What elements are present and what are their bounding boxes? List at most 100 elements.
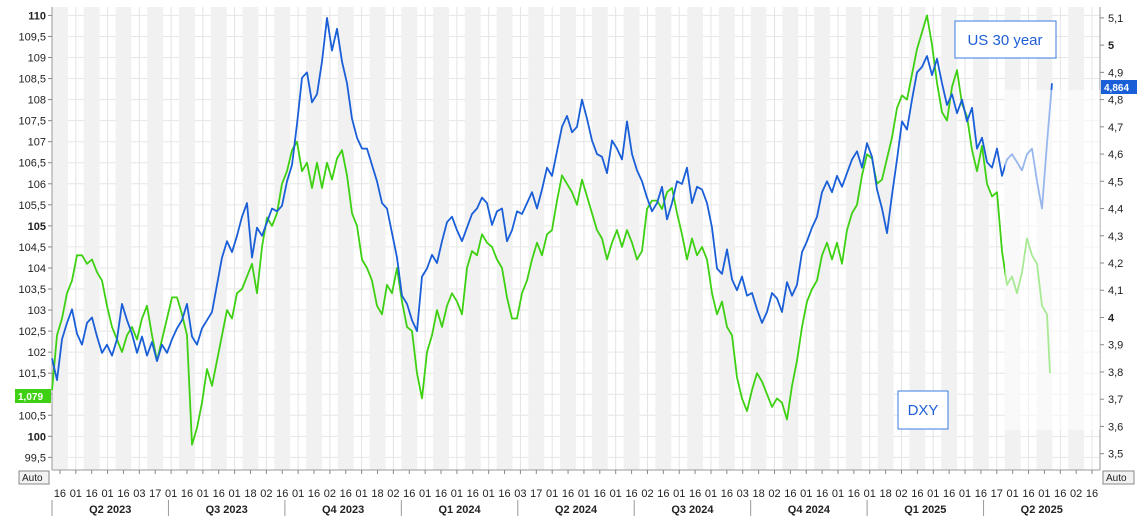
x-tick-label: 01 (927, 488, 939, 500)
x-tick-label: 17 (991, 488, 1003, 500)
right-tick-label: 4,7 (1108, 122, 1123, 134)
legend-dxy-label: DXY (908, 402, 939, 419)
x-tick-label: 01 (1038, 488, 1050, 500)
x-tick-label: 16 (54, 488, 66, 500)
month-band (750, 7, 767, 470)
month-band (718, 7, 735, 470)
month-band (401, 7, 418, 470)
right-tick-label: 4,8 (1108, 95, 1123, 107)
month-band (464, 7, 481, 470)
x-tick-label: 02 (641, 488, 653, 500)
left-tick-label: 100,5 (18, 410, 46, 422)
month-band (306, 7, 322, 470)
x-tick-label: 01 (70, 488, 82, 500)
month-band (655, 7, 672, 470)
right-tick-label: 4,9 (1108, 67, 1123, 79)
left-tick-label: 102 (28, 347, 46, 359)
x-tick-label: 01 (578, 488, 590, 500)
right-tick-label: 3,5 (1108, 449, 1123, 461)
right-auto-label: Auto (1106, 473, 1127, 484)
month-band (623, 7, 640, 470)
legend-us30-frame (954, 20, 1057, 59)
month-band (337, 7, 354, 470)
x-tick-label: 01 (705, 488, 717, 500)
month-band (115, 7, 132, 470)
month-band (591, 7, 608, 470)
left-tick-label: 109 (28, 53, 46, 65)
left-tick-label: 106,5 (18, 158, 46, 170)
left-auto-frame (18, 470, 50, 485)
quarter-label: Q2 2024 (555, 504, 598, 516)
x-tick-label: 01 (419, 488, 431, 500)
x-tick-label: 02 (324, 488, 336, 500)
x-tick-label: 16 (657, 488, 669, 500)
month-band (179, 7, 195, 470)
month-band (83, 7, 100, 470)
us30-last-value-bg (1101, 80, 1137, 94)
x-tick-label: 01 (546, 488, 558, 500)
left-tick-label: 108 (28, 95, 46, 107)
x-tick-label: 16 (689, 488, 701, 500)
month-band (369, 7, 386, 470)
left-tick-label: 100 (28, 431, 46, 443)
x-tick-label: 01 (228, 488, 240, 500)
x-tick-label: 16 (1022, 488, 1034, 500)
right-tick-label: 4,4 (1108, 204, 1123, 216)
month-band (560, 7, 576, 470)
x-tick-label: 16 (1086, 488, 1098, 500)
x-tick-label: 16 (594, 488, 606, 500)
month-band (528, 7, 545, 470)
x-tick-label: 01 (292, 488, 304, 500)
quarter-label: Q2 2025 (1021, 504, 1063, 516)
right-auto-box[interactable]: Auto (1102, 470, 1135, 485)
x-axis-ticks: 16 01 16 01 16 03 17 01 16 01 16 01 18 02 16 01 16 02 16 01… (54, 470, 1098, 500)
left-tick-label: 103 (28, 305, 46, 317)
left-tick-label: 104,5 (18, 242, 46, 254)
left-tick-label: 109,5 (18, 31, 46, 43)
left-tick-label: 110 (28, 10, 46, 22)
quarter-label: Q2 2023 (89, 504, 131, 516)
right-tick-label: 5 (1108, 40, 1114, 52)
left-auto-box[interactable]: Auto (18, 470, 50, 485)
right-tick-label: 3,7 (1108, 394, 1123, 406)
month-band (433, 7, 449, 470)
quarter-label: Q3 2023 (206, 504, 248, 516)
x-tick-label: 16 (943, 488, 955, 500)
left-tick-label: 104 (28, 263, 46, 275)
x-tick-label: 16 (848, 488, 860, 500)
x-tick-label: 16 (911, 488, 923, 500)
dxy-last-value: 1,079 (18, 392, 43, 403)
x-tick-label: 16 (403, 488, 415, 500)
month-band (782, 7, 799, 470)
x-tick-label: 01 (165, 488, 177, 500)
month-band (210, 7, 227, 470)
x-tick-label: 01 (483, 488, 495, 500)
month-band (877, 7, 894, 470)
left-tick-label: 108,5 (18, 74, 46, 86)
x-tick-label: 16 (213, 488, 225, 500)
us30-last-value: 4,864 (1104, 83, 1129, 94)
right-tick-label: 4,2 (1108, 258, 1123, 270)
x-tick-label: 03 (514, 488, 526, 500)
x-tick-label: 01 (832, 488, 844, 500)
left-tick-label: 106 (28, 179, 46, 191)
legend-box-dxy: DXY (897, 390, 949, 430)
x-tick-label: 16 (625, 488, 637, 500)
left-axis-ticks: 110 109,5 109 108,5 108 107,5 107 106,5 106 105,5… (18, 10, 52, 464)
right-tick-label: 4 (1108, 312, 1115, 324)
x-tick-label: 02 (1070, 488, 1082, 500)
x-tick-label: 16 (308, 488, 320, 500)
x-tick-label: 01 (610, 488, 622, 500)
x-tick-label: 03 (737, 488, 749, 500)
month-band (941, 7, 958, 470)
x-tick-label: 01 (101, 488, 113, 500)
x-tick-label: 16 (181, 488, 193, 500)
left-tick-label: 105,5 (18, 200, 46, 212)
quarter-label: Q3 2024 (671, 504, 714, 516)
left-tick-label: 105 (28, 221, 46, 233)
x-tick-label: 18 (244, 488, 256, 500)
left-tick-label: 103,5 (18, 284, 46, 296)
dxy-series-line (51, 14, 1051, 446)
x-tick-label: 17 (149, 488, 161, 500)
month-band (972, 7, 989, 470)
